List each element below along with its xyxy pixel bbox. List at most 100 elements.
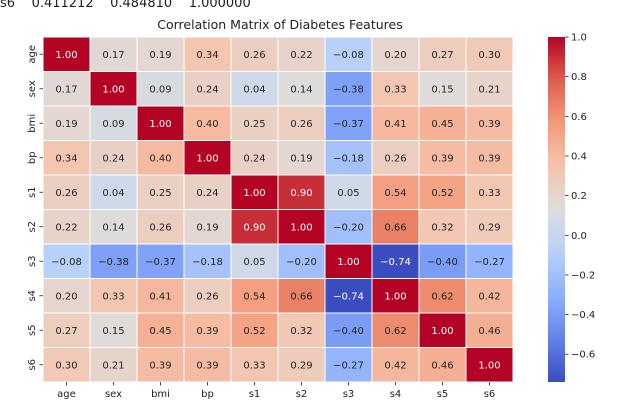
cell-value-label: 0.19 [149,50,171,61]
heatmap-cell [465,209,514,245]
cell-value-label: 0.90 [243,222,265,233]
cell-value-label: 0.66 [384,222,406,233]
heatmap-cell [277,174,326,210]
y-tick-label: s1 [27,186,38,198]
cell-value-label: 0.17 [55,84,77,95]
heatmap-cell [183,36,232,72]
cell-value-label: 1.00 [478,360,500,371]
x-tick-label: s4 [390,389,402,400]
heatmap-cell [89,174,138,210]
heatmap-cell [465,174,514,210]
x-tick-label: s5 [437,389,449,400]
heatmap-cell [183,71,232,107]
cell-value-label: 0.24 [243,153,265,164]
x-tick-label: bmi [151,389,170,400]
colorbar-tick-label: 0.4 [571,151,587,162]
cell-value-label: −0.18 [333,153,364,164]
x-tick-label: age [57,389,76,400]
heatmap-cell [277,36,326,72]
cell-value-label: 0.45 [149,326,171,337]
cell-value-label: −0.37 [333,119,364,130]
cell-value-label: 0.20 [55,291,77,302]
cell-value-label: 0.33 [102,291,124,302]
colorbar-tick-label: −0.6 [571,350,595,361]
cell-value-label: 0.33 [243,360,265,371]
cell-value-label: 0.41 [384,119,406,130]
cell-value-label: 0.54 [243,291,265,302]
heatmap-cell [230,243,279,279]
heatmap-cell [136,312,185,348]
cell-value-label: 0.62 [384,326,406,337]
chart-title: Correlation Matrix of Diabetes Features [157,17,402,32]
cell-value-label: 0.66 [290,291,312,302]
heatmap-cell [324,312,373,348]
output-text-fragment: s6 0.411212 0.484810 1.000000 [0,0,251,10]
heatmap-cell [418,140,467,176]
cell-value-label: 0.40 [149,153,171,164]
cell-value-label: −0.27 [474,257,505,268]
heatmap-cell [324,36,373,72]
colorbar-tick-label: −0.2 [571,270,595,281]
cell-value-label: 0.14 [290,84,312,95]
y-tick-label: s5 [27,324,38,336]
cell-value-label: 0.27 [55,326,77,337]
heatmap-cell [324,243,373,279]
cell-value-label: 0.26 [196,291,218,302]
cell-value-label: 0.39 [478,119,500,130]
cell-value-label: 0.42 [384,360,406,371]
cell-value-label: 0.09 [149,84,171,95]
cell-value-label: 0.21 [478,84,500,95]
heatmap-cell [89,105,138,141]
heatmap-cell [277,71,326,107]
y-tick-label: s6 [27,359,38,371]
heatmap-cell [418,36,467,72]
cell-value-label: 0.29 [478,222,500,233]
heatmap-cell [465,105,514,141]
y-tick-label: s3 [27,255,38,267]
cell-value-label: 1.00 [290,222,312,233]
x-tick-label: sex [105,389,122,400]
cell-value-label: 0.34 [196,50,218,61]
cell-value-label: 0.15 [102,326,124,337]
cell-value-label: 0.26 [290,119,312,130]
cell-value-label: 1.00 [55,50,77,61]
cell-value-label: 0.17 [102,50,124,61]
cell-value-label: 0.19 [55,119,77,130]
cell-value-label: 0.19 [290,153,312,164]
cell-value-label: 0.39 [149,360,171,371]
cell-value-label: 0.62 [431,291,453,302]
colorbar-tick-label: 0.0 [571,231,587,242]
cell-value-label: 1.00 [384,291,406,302]
cell-value-label: 0.34 [55,153,77,164]
cell-value-label: 0.32 [431,222,453,233]
heatmap-cell [136,278,185,314]
cell-value-label: 0.90 [290,188,312,199]
cell-value-label: 0.20 [384,50,406,61]
cell-value-label: 0.24 [196,188,218,199]
heatmap-cell [465,71,514,107]
heatmap-cell [371,209,420,245]
heatmap-cell [42,71,91,107]
heatmap-cell [230,140,279,176]
heatmap-cell [324,71,373,107]
cell-value-label: 0.04 [243,84,265,95]
heatmap-cells: 1.00 0.17 0.19 0.34 0.26 0.22 −0.08 0.20 0.27 0.3… [42,36,514,383]
x-tick-label: s3 [343,389,355,400]
cell-value-label: 0.05 [243,257,265,268]
y-tick-label: sex [27,80,38,97]
cell-value-label: 1.00 [431,326,453,337]
heatmap-cell [89,312,138,348]
cell-value-label: 0.26 [149,222,171,233]
heatmap-cell [183,278,232,314]
heatmap-cell [418,347,467,383]
heatmap-cell [277,105,326,141]
heatmap-cell [89,71,138,107]
cell-value-label: 0.29 [290,360,312,371]
y-tick-labels: age sex bmi bp s1 s2 s3 s4 s5 s6 [27,45,43,371]
cell-value-label: 0.41 [149,291,171,302]
y-tick-label: s2 [27,221,38,233]
cell-value-label: 0.09 [102,119,124,130]
cell-value-label: −0.20 [286,257,317,268]
heatmap-cell [230,71,279,107]
